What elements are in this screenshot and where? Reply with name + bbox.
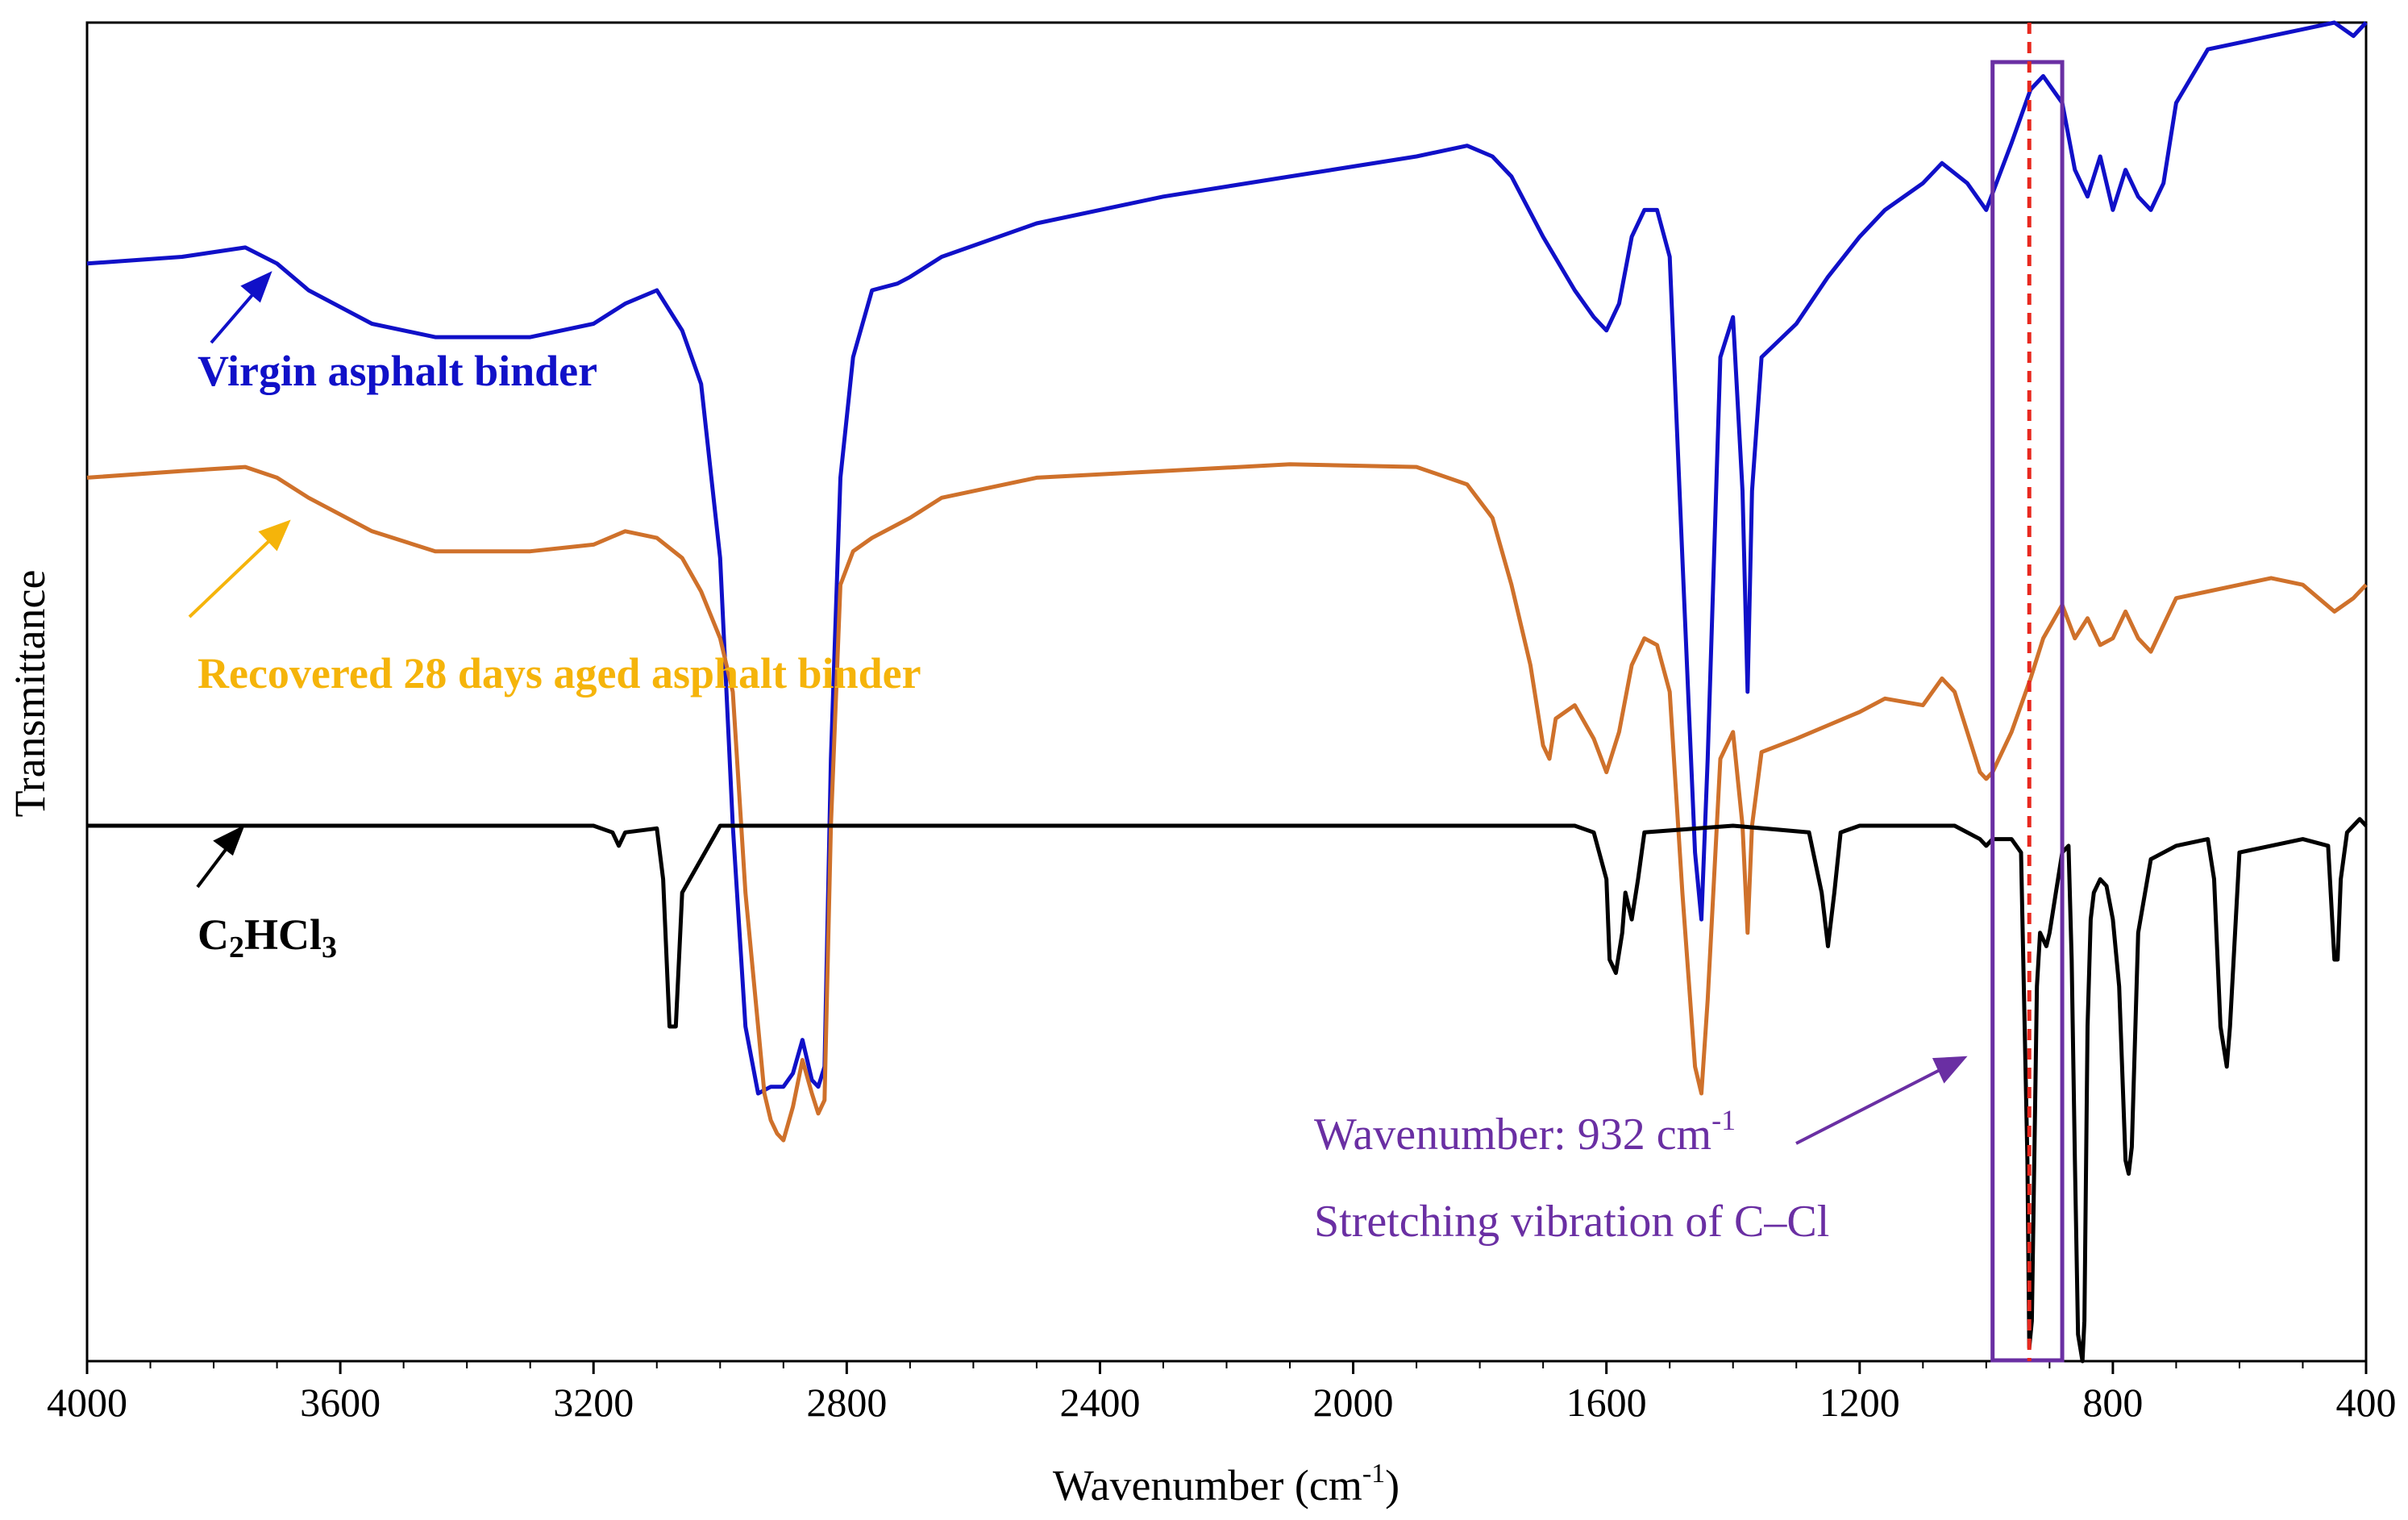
annotation-wavenumber: Wavenumber: 932 cm-1 — [1314, 1104, 1736, 1160]
x-tick-label: 3600 — [300, 1380, 381, 1425]
arrow-c2hcl3 — [196, 824, 245, 889]
arrow-recovered — [188, 519, 291, 618]
x-tick-label: 2800 — [806, 1380, 887, 1425]
series-label-recovered: Recovered 28 days aged asphalt binder — [198, 649, 921, 698]
series-line-recovered — [86, 462, 2368, 1143]
x-axis-title: Wavenumber (cm-1) — [1053, 1459, 1399, 1510]
y-axis-title: Transmittance — [6, 570, 54, 818]
annotation-arrow — [1795, 1056, 1968, 1145]
series-line-c2hcl3 — [87, 817, 2368, 1364]
x-axis-title-sup: -1 — [1362, 1459, 1385, 1489]
x-tick-label: 4000 — [47, 1380, 127, 1425]
x-tick-label: 1600 — [1566, 1380, 1647, 1425]
x-tick-label: 400 — [2336, 1380, 2397, 1425]
x-tick-label: 3200 — [553, 1380, 634, 1425]
x-tick-label: 1200 — [1820, 1380, 1900, 1425]
x-tick-label: 800 — [2082, 1380, 2143, 1425]
x-axis-title-close: ) — [1385, 1461, 1399, 1510]
x-tick-label: 2400 — [1059, 1380, 1140, 1425]
x-tick-label: 2000 — [1313, 1380, 1394, 1425]
series-group — [86, 20, 2368, 1364]
arrow-virgin — [210, 271, 272, 344]
annotation-stretching: Stretching vibration of C–Cl — [1314, 1197, 1829, 1247]
series-label-virgin: Virgin asphalt binder — [198, 347, 597, 395]
highlight-group — [1990, 23, 2065, 1363]
x-axis-ticks: 4000 3600 3200 2800 2400 2000 1600 1200 800 400 — [47, 1361, 2397, 1425]
series-label-c2hcl3: C2HCl3 — [198, 910, 337, 964]
